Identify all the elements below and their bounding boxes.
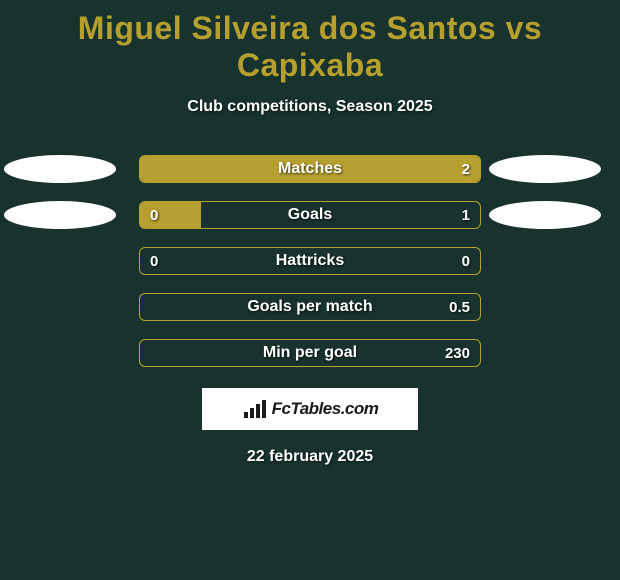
stat-right-value: 0 xyxy=(432,253,480,270)
player-right-marker xyxy=(489,155,601,183)
stat-label: Min per goal xyxy=(188,344,432,362)
logo-box: FcTables.com xyxy=(202,388,418,430)
stat-right-value: 1 xyxy=(432,207,480,224)
player-left-marker xyxy=(4,155,116,183)
stat-row: Matches 2 xyxy=(0,146,620,192)
stat-row: Min per goal 230 xyxy=(0,330,620,376)
stat-bar: Min per goal 230 xyxy=(139,339,481,367)
stat-label: Goals per match xyxy=(188,298,432,316)
player-right-marker xyxy=(489,201,601,229)
stat-row: 0 Hattricks 0 xyxy=(0,238,620,284)
stat-right-value: 230 xyxy=(432,345,480,362)
player-left-marker xyxy=(4,201,116,229)
barchart-icon xyxy=(242,398,268,420)
stat-label: Matches xyxy=(188,160,432,178)
stat-label: Hattricks xyxy=(188,252,432,270)
stat-right-value: 0.5 xyxy=(432,299,480,316)
stat-bar: Matches 2 xyxy=(139,155,481,183)
stat-left-value: 0 xyxy=(140,207,188,224)
page-title: Miguel Silveira dos Santos vs Capixaba xyxy=(0,0,620,84)
comparison-block: Matches 2 0 Goals 1 0 Hattricks 0 xyxy=(0,146,620,466)
stat-row: 0 Goals 1 xyxy=(0,192,620,238)
stat-right-value: 2 xyxy=(432,161,480,178)
stat-label: Goals xyxy=(188,206,432,224)
stat-row: Goals per match 0.5 xyxy=(0,284,620,330)
stat-bar: 0 Goals 1 xyxy=(139,201,481,229)
logo-text: FcTables.com xyxy=(272,399,379,419)
stat-bar: Goals per match 0.5 xyxy=(139,293,481,321)
page-subtitle: Club competitions, Season 2025 xyxy=(0,98,620,116)
date-label: 22 february 2025 xyxy=(0,448,620,466)
stat-left-value: 0 xyxy=(140,253,188,270)
stat-bar: 0 Hattricks 0 xyxy=(139,247,481,275)
